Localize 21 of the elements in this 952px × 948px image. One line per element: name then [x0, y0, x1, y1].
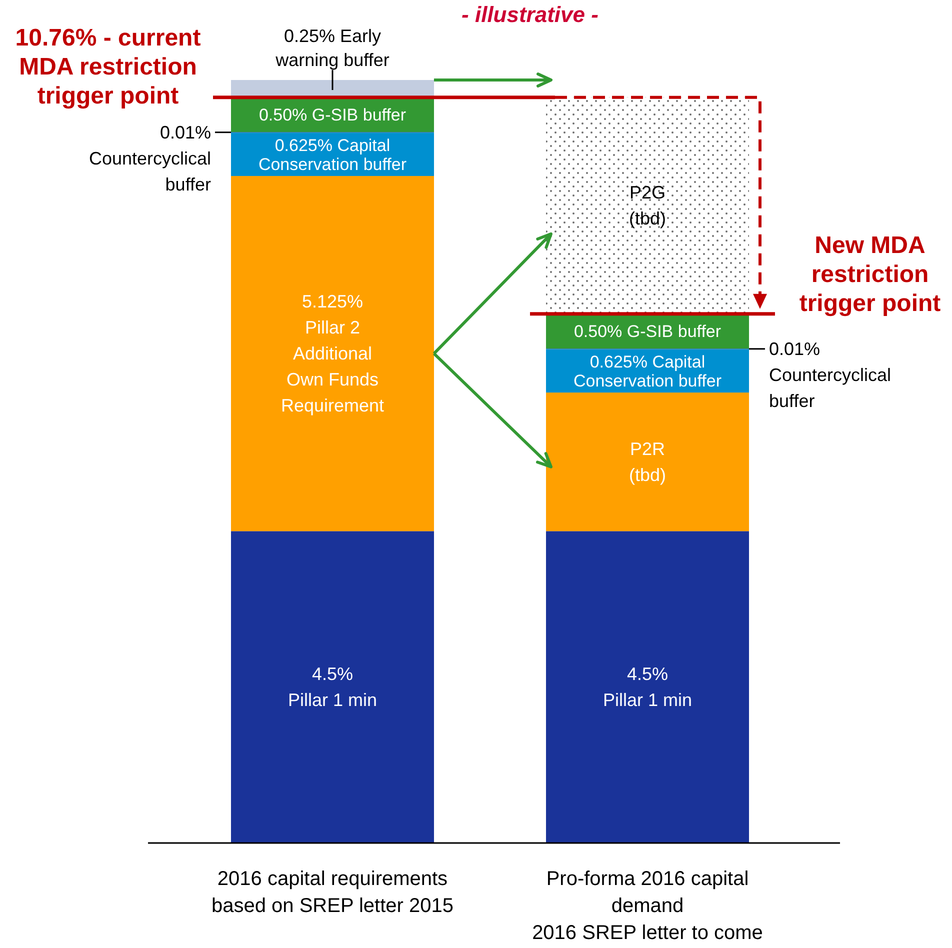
data-label: P2G (tbd)	[628, 182, 666, 229]
data-label: 0.25% Early warning buffer	[274, 26, 390, 70]
data-label: 0.625% Capital Conservation buffer	[573, 352, 722, 390]
bar	[231, 176, 434, 532]
data-label: 0.625% Capital Conservation buffer	[258, 136, 407, 174]
ref-line-label: New MDA restriction trigger point	[799, 232, 941, 317]
data-label: 0.01% Countercyclical buffer	[88, 122, 212, 194]
data-label: 5.125% Pillar 2 Additional Own Funds Requirement	[280, 292, 384, 416]
ref-line-label: 10.76% - current MDA restriction trigger point	[15, 24, 201, 110]
x-tick-label: 2016 capital requirements based on SREP letter 2015	[211, 868, 454, 917]
data-label: 4.5% Pillar 1 min	[288, 664, 378, 710]
chart-title: - illustrative -	[462, 2, 598, 27]
data-label: 0.50% G-SIB buffer	[574, 322, 722, 342]
data-label: P2R (tbd)	[628, 438, 666, 485]
data-label: 0.50% G-SIB buffer	[258, 106, 406, 125]
data-label: 4.5% Pillar 1 min	[602, 664, 692, 710]
bar	[546, 392, 749, 532]
bar	[546, 531, 749, 843]
bar	[231, 531, 434, 843]
x-tick-label: Pro-forma 2016 capital demand 2016 SREP letter to come	[532, 868, 763, 944]
data-label: 0.01% Countercyclical buffer	[769, 338, 892, 411]
